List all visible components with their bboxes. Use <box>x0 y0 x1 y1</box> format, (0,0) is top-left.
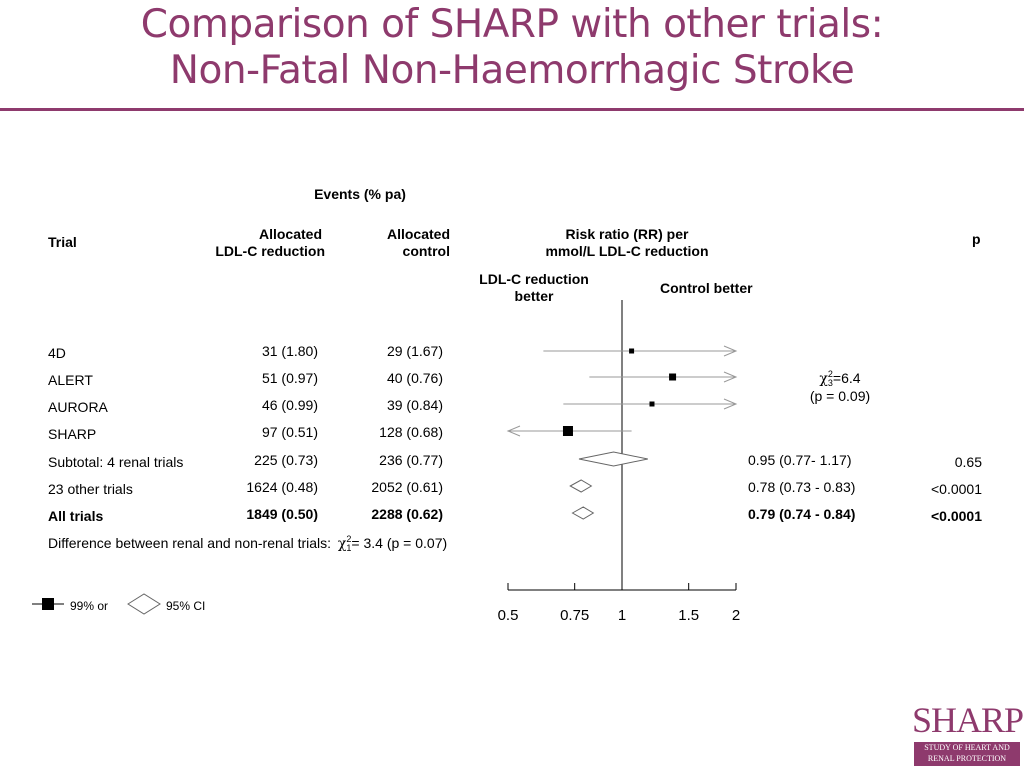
allocated-ldl-header-line2: LDL-C reduction <box>215 243 325 259</box>
allocated-control-value: 2052 (0.61) <box>371 479 443 495</box>
ldl-better-line2: better <box>514 288 554 304</box>
sharp-logo: SHARP STUDY OF HEART AND RENAL PROTECTIO… <box>912 700 1024 766</box>
heterogeneity-value: =6.4 <box>832 370 861 386</box>
trial-name: 4D <box>48 345 66 361</box>
allocated-control-value: 40 (0.76) <box>386 370 443 386</box>
ci-arrow-left <box>506 425 521 437</box>
estimate-diamond <box>578 451 648 467</box>
heterogeneity-sup: 2 <box>827 369 833 379</box>
allocated-ldl-value: 46 (0.99) <box>261 397 318 413</box>
estimate-square <box>629 348 635 354</box>
title-line-1: Comparison of SHARP with other trials: <box>140 2 884 47</box>
p-value: 0.65 <box>954 454 982 470</box>
trial-name: 23 other trials <box>48 481 133 497</box>
trial-name: Subtotal: 4 renal trials <box>48 454 184 470</box>
allocated-ldl-value: 51 (0.97) <box>261 370 318 386</box>
slide-title: Comparison of SHARP with other trials: N… <box>0 2 1024 94</box>
p-value: <0.0001 <box>931 481 982 497</box>
trial-name: AURORA <box>48 399 108 415</box>
allocated-control-value: 39 (0.84) <box>386 397 443 413</box>
x-tick-label: 1 <box>618 607 626 624</box>
heterogeneity-p: (p = 0.09) <box>809 388 871 404</box>
estimate-diamond <box>571 506 595 520</box>
allocated-control-value: 2288 (0.62) <box>371 506 443 522</box>
x-tick-label: 1.5 <box>678 607 699 624</box>
allocated-ldl-value: 1849 (0.50) <box>246 506 318 522</box>
logo-band: STUDY OF HEART AND RENAL PROTECTION <box>914 742 1020 766</box>
ci-arrow-right <box>723 371 738 383</box>
ldl-better-label: LDL-C reduction better <box>460 271 608 305</box>
rr-header-line1: Risk ratio (RR) per <box>565 226 689 242</box>
ci-arrow-right <box>723 398 738 410</box>
difference-sub: 1 <box>346 543 352 553</box>
allocated-ldl-value: 31 (1.80) <box>261 343 318 359</box>
trial-name: SHARP <box>48 426 97 442</box>
logo-line1: STUDY OF HEART AND <box>924 743 1010 752</box>
logo-line2: RENAL PROTECTION <box>927 754 1007 763</box>
rr-ci-value: 0.78 (0.73 - 0.83) <box>748 479 856 495</box>
heterogeneity-sub: 3 <box>827 378 833 388</box>
estimate-diamond <box>569 479 593 493</box>
heterogeneity-chi: χ <box>819 371 828 387</box>
allocated-control-value: 128 (0.68) <box>379 424 443 440</box>
rr-header-line2: mmol/L LDL-C reduction <box>545 243 709 259</box>
x-tick-label: 2 <box>732 607 740 624</box>
title-line-2: Non-Fatal Non-Haemorrhagic Stroke <box>169 48 855 93</box>
estimate-square <box>649 401 655 407</box>
difference-label: Difference between renal and non-renal t… <box>48 535 332 551</box>
allocated-control-value: 29 (1.67) <box>386 343 443 359</box>
rr-ci-value: 0.79 (0.74 - 0.84) <box>748 506 856 522</box>
title-rule <box>0 108 1024 111</box>
difference-sup: 2 <box>346 534 352 544</box>
legend-diamond-icon <box>127 593 161 615</box>
allocated-ldl-value: 97 (0.51) <box>261 424 318 440</box>
x-tick-label: 0.5 <box>498 607 519 624</box>
legend-square-icon <box>42 598 54 610</box>
heterogeneity-stat: χ 2 3 =6.4 (p = 0.09) <box>790 370 890 405</box>
estimate-square <box>669 373 677 381</box>
x-tick-label: 0.75 <box>560 607 589 624</box>
control-better-label: Control better <box>660 280 753 296</box>
ci-arrow-right <box>723 345 738 357</box>
rr-header: Risk ratio (RR) per mmol/L LDL-C reducti… <box>507 226 747 260</box>
allocated-control-value: 236 (0.77) <box>379 452 443 468</box>
allocated-ldl-value: 225 (0.73) <box>254 452 318 468</box>
difference-chi: χ <box>337 536 347 552</box>
allocated-ldl-value: 1624 (0.48) <box>246 479 318 495</box>
difference-row: Difference between renal and non-renal t… <box>48 535 447 553</box>
p-header: p <box>972 231 981 247</box>
p-value: <0.0001 <box>931 508 982 524</box>
events-header: Events (% pa) <box>314 186 406 202</box>
allocated-control-header-line1: Allocated <box>386 226 450 242</box>
trial-name: ALERT <box>48 372 93 388</box>
estimate-square <box>562 426 573 436</box>
allocated-control-header-line2: control <box>402 243 450 259</box>
trial-name: All trials <box>48 508 104 524</box>
logo-word: SHARP <box>912 700 1024 740</box>
allocated-ldl-header-line1: Allocated <box>258 226 322 242</box>
legend-diamond-label: 95% CI <box>166 599 206 613</box>
ldl-better-line1: LDL-C reduction <box>479 271 589 287</box>
legend-square-label: 99% or <box>70 599 109 613</box>
allocated-ldl-header: Allocated LDL-C reduction <box>180 226 325 260</box>
allocated-control-header: Allocated control <box>340 226 450 260</box>
trial-header: Trial <box>48 234 77 250</box>
difference-value: = 3.4 (p = 0.07) <box>351 535 448 551</box>
rr-ci-value: 0.95 (0.77- 1.17) <box>748 452 852 468</box>
